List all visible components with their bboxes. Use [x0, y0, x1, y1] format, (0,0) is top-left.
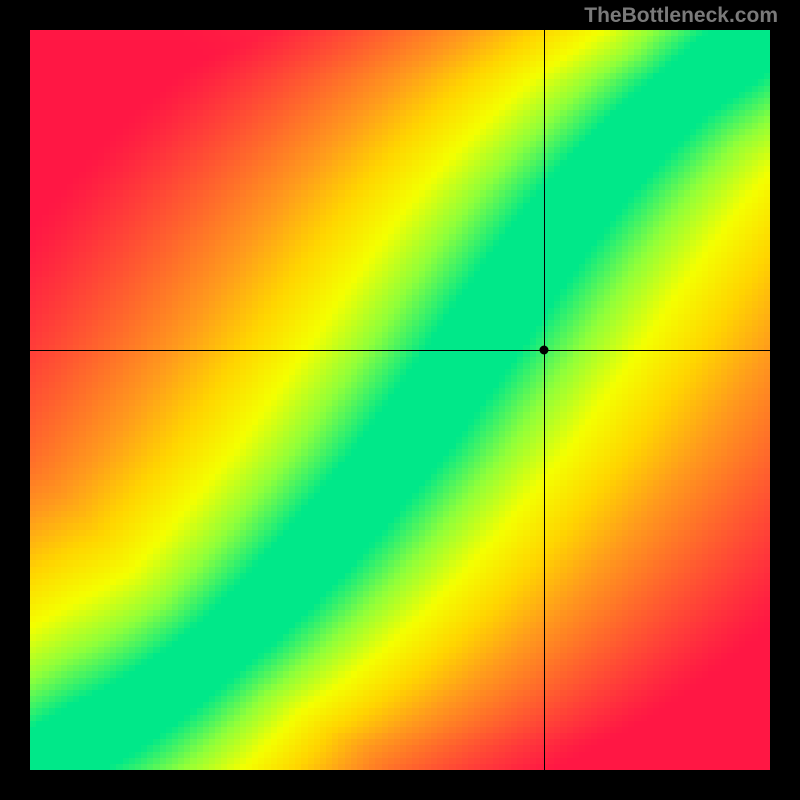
- bottleneck-heatmap: [30, 30, 770, 770]
- crosshair-vertical: [544, 30, 545, 770]
- bottleneck-heatmap-container: [30, 30, 770, 770]
- watermark-text: TheBottleneck.com: [584, 4, 778, 28]
- selection-marker: [540, 346, 549, 355]
- crosshair-horizontal: [30, 350, 770, 351]
